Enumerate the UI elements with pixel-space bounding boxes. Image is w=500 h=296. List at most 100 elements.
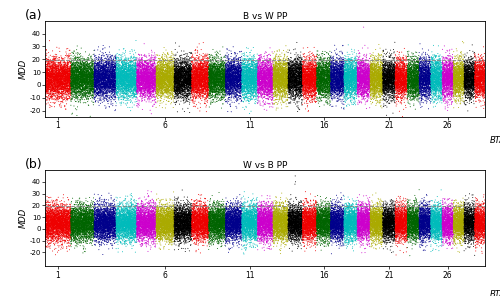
Point	[95, 59, 103, 64]
Point	[270, 86, 278, 91]
Point	[412, 74, 420, 79]
Point	[214, 214, 222, 219]
Point	[122, 235, 130, 240]
Point	[434, 72, 442, 77]
Point	[292, 214, 300, 219]
Point	[383, 72, 391, 77]
Point	[444, 218, 452, 222]
Point	[364, 223, 372, 228]
Point	[330, 213, 338, 218]
Point	[90, 221, 98, 226]
Point	[278, 217, 286, 222]
Point	[275, 79, 283, 84]
Point	[73, 212, 81, 217]
Point	[263, 237, 271, 242]
Point	[432, 224, 440, 229]
Point	[405, 101, 413, 106]
Point	[452, 98, 460, 102]
Point	[384, 76, 392, 81]
Point	[200, 74, 207, 79]
Point	[236, 66, 244, 70]
Point	[45, 218, 53, 222]
Point	[200, 235, 208, 240]
Point	[456, 95, 464, 99]
Point	[476, 65, 484, 70]
Point	[306, 214, 314, 219]
Point	[105, 219, 113, 223]
Point	[365, 83, 373, 87]
Point	[270, 221, 278, 225]
Point	[216, 78, 224, 83]
Point	[188, 232, 196, 237]
Point	[168, 231, 176, 235]
Point	[240, 227, 248, 232]
Point	[228, 73, 235, 78]
Point	[82, 218, 90, 223]
Point	[210, 226, 218, 230]
Point	[353, 68, 361, 73]
Point	[161, 80, 169, 84]
Point	[288, 90, 296, 95]
Point	[194, 200, 202, 204]
Point	[93, 235, 101, 239]
Point	[162, 65, 170, 70]
Point	[243, 75, 251, 79]
Point	[232, 214, 240, 219]
Point	[218, 79, 226, 84]
Point	[80, 217, 88, 221]
Point	[239, 231, 247, 236]
Point	[99, 86, 107, 91]
Point	[284, 218, 292, 223]
Point	[72, 227, 80, 232]
Point	[270, 59, 278, 64]
Point	[161, 82, 169, 86]
Point	[219, 73, 227, 77]
Point	[81, 227, 89, 232]
Point	[210, 237, 218, 242]
Point	[382, 223, 390, 228]
Point	[312, 73, 320, 78]
Point	[406, 67, 413, 72]
Point	[426, 82, 434, 87]
Point	[168, 204, 175, 209]
Point	[86, 224, 94, 229]
Point	[256, 73, 264, 77]
Point	[285, 73, 293, 78]
Point	[461, 231, 469, 236]
Point	[430, 88, 438, 93]
Point	[466, 72, 474, 77]
Point	[250, 209, 258, 214]
Point	[337, 229, 345, 234]
Point	[364, 219, 372, 224]
Point	[430, 227, 438, 231]
Point	[163, 74, 171, 78]
Point	[236, 209, 244, 214]
Point	[250, 73, 258, 78]
Point	[138, 70, 146, 75]
Point	[339, 209, 347, 214]
Point	[52, 73, 60, 78]
Point	[268, 88, 276, 93]
Point	[84, 211, 92, 216]
Point	[352, 76, 360, 81]
Point	[446, 240, 454, 245]
Point	[237, 211, 245, 215]
Point	[320, 233, 328, 238]
Point	[216, 235, 224, 239]
Point	[472, 218, 480, 223]
Point	[396, 76, 404, 81]
Point	[396, 208, 404, 213]
Point	[80, 217, 88, 222]
Point	[168, 229, 175, 234]
Point	[234, 211, 241, 215]
Point	[406, 89, 414, 94]
Point	[62, 67, 70, 72]
Point	[76, 232, 84, 237]
Point	[439, 227, 447, 231]
Point	[308, 74, 316, 79]
Point	[238, 217, 246, 222]
Point	[328, 218, 336, 223]
Point	[265, 91, 273, 96]
Point	[164, 69, 172, 74]
Point	[56, 86, 64, 91]
